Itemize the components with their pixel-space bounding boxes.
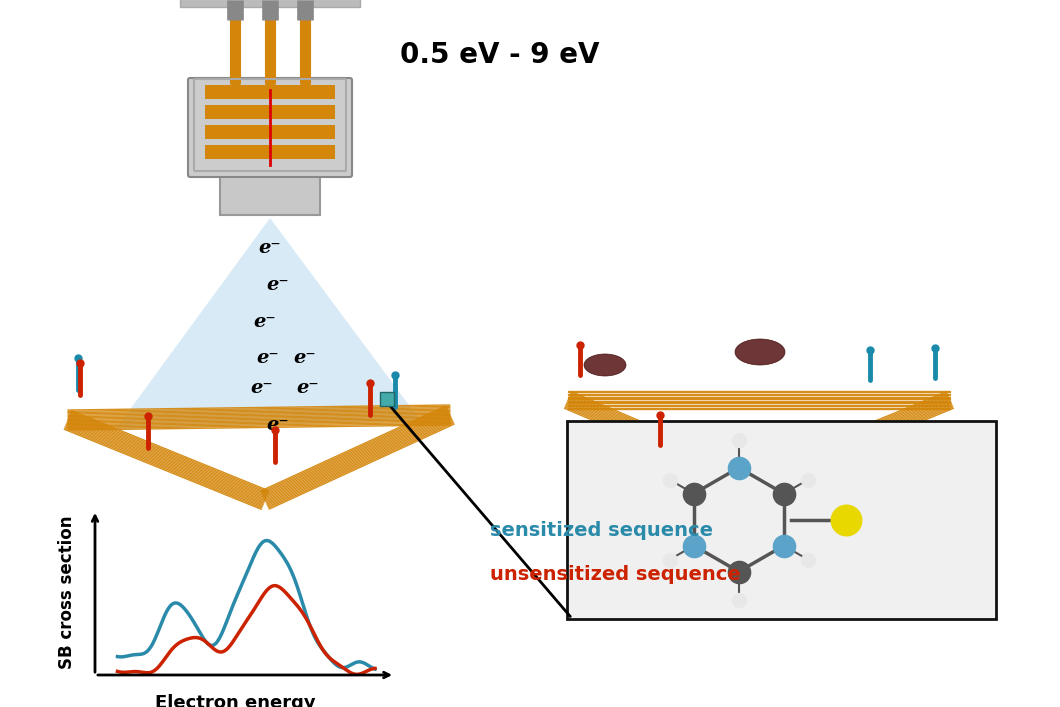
Text: e⁻: e⁻ xyxy=(257,349,280,367)
FancyBboxPatch shape xyxy=(220,160,320,215)
Bar xyxy=(567,421,996,619)
Ellipse shape xyxy=(735,339,785,365)
Text: unsensitized sequence: unsensitized sequence xyxy=(490,566,741,585)
FancyBboxPatch shape xyxy=(188,78,352,177)
Text: SB cross section: SB cross section xyxy=(58,515,76,670)
FancyBboxPatch shape xyxy=(205,145,335,159)
Bar xyxy=(379,392,394,406)
Text: e⁻: e⁻ xyxy=(267,276,289,294)
Ellipse shape xyxy=(584,354,626,376)
Polygon shape xyxy=(114,218,420,430)
FancyBboxPatch shape xyxy=(205,105,335,119)
Text: e⁻: e⁻ xyxy=(297,379,319,397)
Text: e⁻: e⁻ xyxy=(250,379,273,397)
Text: 0.5 eV - 9 eV: 0.5 eV - 9 eV xyxy=(401,41,600,69)
Text: e⁻: e⁻ xyxy=(259,239,281,257)
FancyBboxPatch shape xyxy=(205,85,335,99)
FancyBboxPatch shape xyxy=(205,125,335,139)
Text: e⁻: e⁻ xyxy=(253,313,277,331)
FancyBboxPatch shape xyxy=(180,0,360,7)
Text: e⁻: e⁻ xyxy=(294,349,316,367)
Text: e⁻: e⁻ xyxy=(267,416,289,434)
Text: Electron energy: Electron energy xyxy=(155,694,315,707)
Text: sensitized sequence: sensitized sequence xyxy=(490,520,713,539)
